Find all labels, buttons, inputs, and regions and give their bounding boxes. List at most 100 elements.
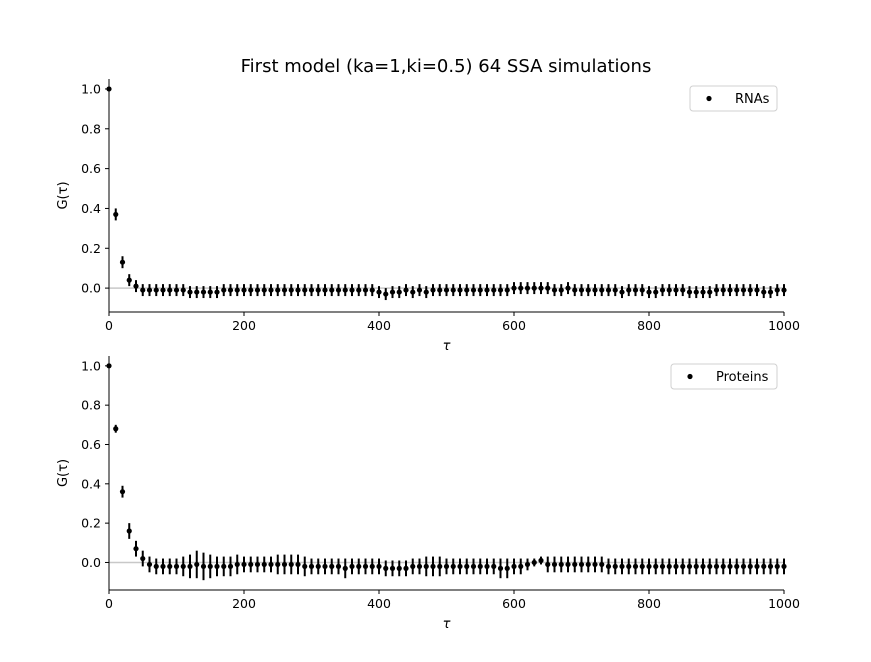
data-point bbox=[396, 565, 402, 571]
data-point bbox=[241, 561, 247, 568]
data-point bbox=[261, 561, 267, 568]
data-point bbox=[180, 287, 186, 293]
data-point bbox=[315, 563, 321, 570]
data-point bbox=[261, 287, 267, 293]
x-axis-label: τ bbox=[443, 617, 451, 632]
data-point bbox=[497, 287, 504, 293]
data-point bbox=[214, 289, 220, 295]
data-point bbox=[335, 287, 342, 293]
data-point bbox=[464, 563, 470, 570]
x-tick-label: 800 bbox=[637, 596, 661, 611]
data-point bbox=[666, 287, 672, 293]
data-point bbox=[565, 285, 571, 291]
y-tick-label: 0.4 bbox=[81, 201, 101, 216]
data-point bbox=[221, 563, 227, 570]
data-point bbox=[227, 287, 234, 293]
data-point bbox=[639, 563, 645, 570]
data-point bbox=[173, 563, 180, 570]
legend-box bbox=[670, 363, 778, 390]
data-point bbox=[659, 287, 666, 293]
y-tick-label: 0.8 bbox=[81, 398, 101, 413]
x-tick-label: 1000 bbox=[768, 596, 800, 611]
data-point bbox=[437, 287, 443, 293]
y-tick-label: 0.6 bbox=[81, 161, 101, 176]
data-point bbox=[477, 563, 483, 570]
data-point bbox=[572, 561, 578, 568]
data-point bbox=[254, 287, 261, 293]
data-point bbox=[248, 561, 254, 568]
data-point bbox=[167, 563, 173, 570]
data-point bbox=[558, 561, 564, 568]
data-point bbox=[113, 211, 119, 218]
legend-marker bbox=[706, 95, 712, 102]
data-point bbox=[335, 563, 342, 570]
data-point bbox=[356, 287, 362, 293]
data-point bbox=[173, 287, 180, 293]
data-point bbox=[302, 287, 308, 293]
data-point bbox=[599, 287, 605, 293]
data-point bbox=[362, 287, 369, 293]
data-point bbox=[389, 565, 396, 571]
data-point bbox=[599, 561, 605, 568]
legend-marker bbox=[687, 373, 693, 380]
data-point bbox=[437, 563, 443, 570]
data-point bbox=[288, 287, 294, 293]
y-tick-label: 0.8 bbox=[81, 121, 101, 136]
data-point bbox=[295, 287, 301, 293]
data-point bbox=[686, 563, 693, 570]
y-tick-label: 0.2 bbox=[81, 241, 101, 256]
data-point bbox=[322, 563, 328, 570]
y-tick-label: 0.2 bbox=[81, 516, 101, 531]
data-point bbox=[113, 426, 119, 432]
data-point bbox=[268, 287, 274, 293]
data-point bbox=[545, 285, 551, 291]
data-point bbox=[457, 287, 463, 293]
y-tick-label: 0.6 bbox=[81, 437, 101, 452]
y-axis-label: G(τ) bbox=[56, 181, 71, 209]
data-point bbox=[693, 563, 699, 570]
data-point bbox=[396, 289, 402, 295]
data-point bbox=[342, 287, 348, 293]
data-point bbox=[754, 287, 760, 293]
data-point bbox=[376, 289, 382, 295]
data-point bbox=[761, 289, 767, 295]
y-axis-label: G(τ) bbox=[56, 459, 71, 487]
data-point bbox=[133, 546, 139, 552]
data-point bbox=[207, 563, 213, 570]
data-point bbox=[646, 289, 652, 295]
data-point bbox=[680, 287, 686, 293]
rna-panel: 0 200 400 600 800 1000 0.0 0.2 0.4 0.6 0.8 1.0 τ G(τ)… bbox=[56, 79, 800, 354]
data-point bbox=[504, 565, 510, 571]
data-point bbox=[423, 563, 429, 570]
data-point bbox=[207, 289, 213, 295]
data-point bbox=[511, 285, 517, 291]
data-point bbox=[410, 563, 416, 570]
data-point bbox=[470, 287, 477, 293]
data-point bbox=[484, 287, 490, 293]
data-point bbox=[700, 289, 706, 295]
x-tick-label: 200 bbox=[232, 318, 256, 333]
data-point bbox=[754, 563, 760, 570]
data-point bbox=[720, 563, 726, 570]
data-point bbox=[781, 563, 787, 570]
data-point bbox=[248, 287, 254, 293]
data-point bbox=[329, 287, 335, 293]
data-point bbox=[632, 287, 639, 293]
data-point bbox=[194, 561, 200, 568]
x-tick-label: 0 bbox=[105, 318, 113, 333]
data-point bbox=[369, 287, 375, 293]
legend-label: RNAs bbox=[735, 92, 770, 107]
data-point bbox=[666, 563, 672, 570]
protein-panel: 0 200 400 600 800 1000 0.0 0.2 0.4 0.6 0.8 1.0 τ G(τ)… bbox=[56, 356, 800, 632]
data-point bbox=[639, 287, 645, 293]
data-point bbox=[781, 287, 787, 293]
data-point bbox=[491, 563, 497, 570]
data-point bbox=[673, 287, 679, 293]
data-point bbox=[200, 563, 207, 570]
legend: Proteins bbox=[670, 363, 778, 390]
y-tick-label: 1.0 bbox=[81, 358, 101, 373]
data-point bbox=[626, 563, 632, 570]
data-point bbox=[585, 287, 591, 293]
data-point bbox=[612, 563, 618, 570]
data-point bbox=[160, 287, 166, 293]
